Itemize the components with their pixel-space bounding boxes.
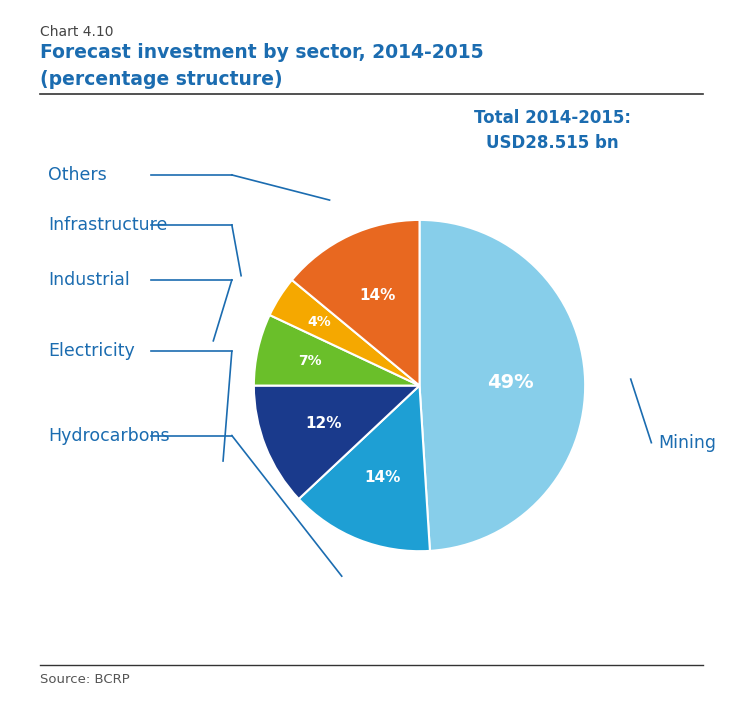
Text: Mining: Mining — [659, 433, 717, 452]
Text: 4%: 4% — [307, 315, 330, 328]
Text: 7%: 7% — [298, 354, 322, 368]
Wedge shape — [299, 386, 430, 551]
Text: Industrial: Industrial — [48, 271, 130, 289]
Text: Total 2014-2015:
USD28.515 bn: Total 2014-2015: USD28.515 bn — [473, 109, 631, 151]
Text: Forecast investment by sector, 2014-2015: Forecast investment by sector, 2014-2015 — [40, 43, 484, 62]
Wedge shape — [292, 220, 420, 386]
Text: Others: Others — [48, 166, 107, 184]
Wedge shape — [254, 315, 420, 386]
Text: Source: BCRP: Source: BCRP — [40, 673, 130, 685]
Wedge shape — [420, 220, 585, 551]
Wedge shape — [269, 280, 420, 386]
Text: (percentage structure): (percentage structure) — [40, 70, 283, 89]
Text: 14%: 14% — [365, 471, 401, 486]
Text: Chart 4.10: Chart 4.10 — [40, 25, 114, 39]
Wedge shape — [254, 386, 420, 499]
Text: Infrastructure: Infrastructure — [48, 216, 167, 234]
Text: 12%: 12% — [305, 416, 342, 431]
Text: 14%: 14% — [359, 288, 395, 303]
Text: 49%: 49% — [487, 373, 534, 392]
Text: Electricity: Electricity — [48, 342, 135, 361]
Text: Hydrocarbons: Hydrocarbons — [48, 426, 169, 445]
